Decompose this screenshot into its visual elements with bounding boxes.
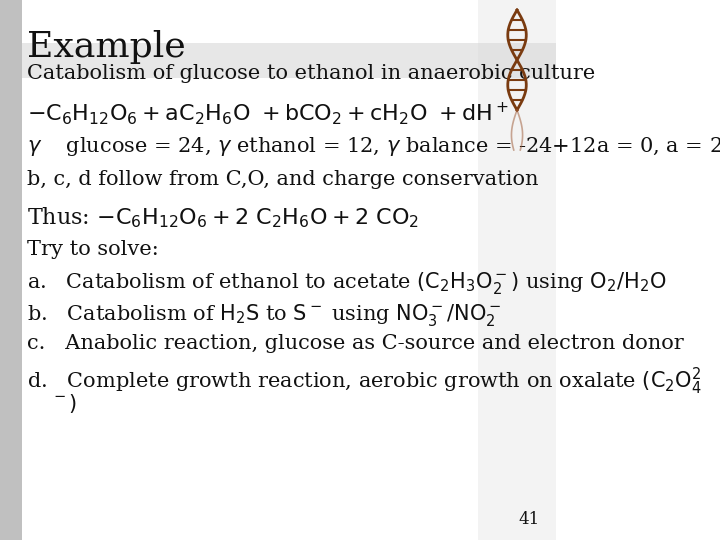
Text: $\mathrm{^-)}$: $\mathrm{^-)}$: [50, 392, 77, 415]
FancyBboxPatch shape: [479, 0, 556, 540]
FancyBboxPatch shape: [22, 43, 556, 78]
Text: 41: 41: [519, 511, 540, 528]
Text: b, c, d follow from C,O, and charge conservation: b, c, d follow from C,O, and charge cons…: [27, 170, 539, 189]
Text: Catabolism of glucose to ethanol in anaerobic culture: Catabolism of glucose to ethanol in anae…: [27, 64, 595, 83]
Text: b.   Catabolism of $\mathrm{H_2S}$ to $\mathrm{S^-}$ using $\mathrm{NO_3^-/NO_2^: b. Catabolism of $\mathrm{H_2S}$ to $\ma…: [27, 302, 501, 328]
Text: Thus: $\mathrm{-C_6H_{12}O_6 + 2\ C_2H_6O + 2\ CO_2}$: Thus: $\mathrm{-C_6H_{12}O_6 + 2\ C_2H_6…: [27, 205, 419, 229]
Text: Example: Example: [27, 30, 186, 64]
Text: $\gamma$    glucose = 24, $\gamma$ ethanol = 12, $\gamma$ balance = -24+12a = 0,: $\gamma$ glucose = 24, $\gamma$ ethanol …: [27, 135, 720, 158]
FancyBboxPatch shape: [0, 0, 22, 540]
Text: $\mathrm{-C_6H_{12}O_6 + aC_2H_6O\ +bCO_2 + cH_2O\ +dH^+}$: $\mathrm{-C_6H_{12}O_6 + aC_2H_6O\ +bCO_…: [27, 100, 508, 127]
Text: c.   Anabolic reaction, glucose as C-source and electron donor: c. Anabolic reaction, glucose as C-sourc…: [27, 334, 684, 353]
Text: a.   Catabolism of ethanol to acetate $\mathrm{(C_2H_3O_2^-)}$ using $\mathrm{O_: a. Catabolism of ethanol to acetate $\ma…: [27, 270, 666, 296]
Text: d.   Complete growth reaction, aerobic growth on oxalate $\mathrm{(C_2O_4^{2}}$: d. Complete growth reaction, aerobic gro…: [27, 366, 702, 397]
Text: Try to solve:: Try to solve:: [27, 240, 158, 259]
